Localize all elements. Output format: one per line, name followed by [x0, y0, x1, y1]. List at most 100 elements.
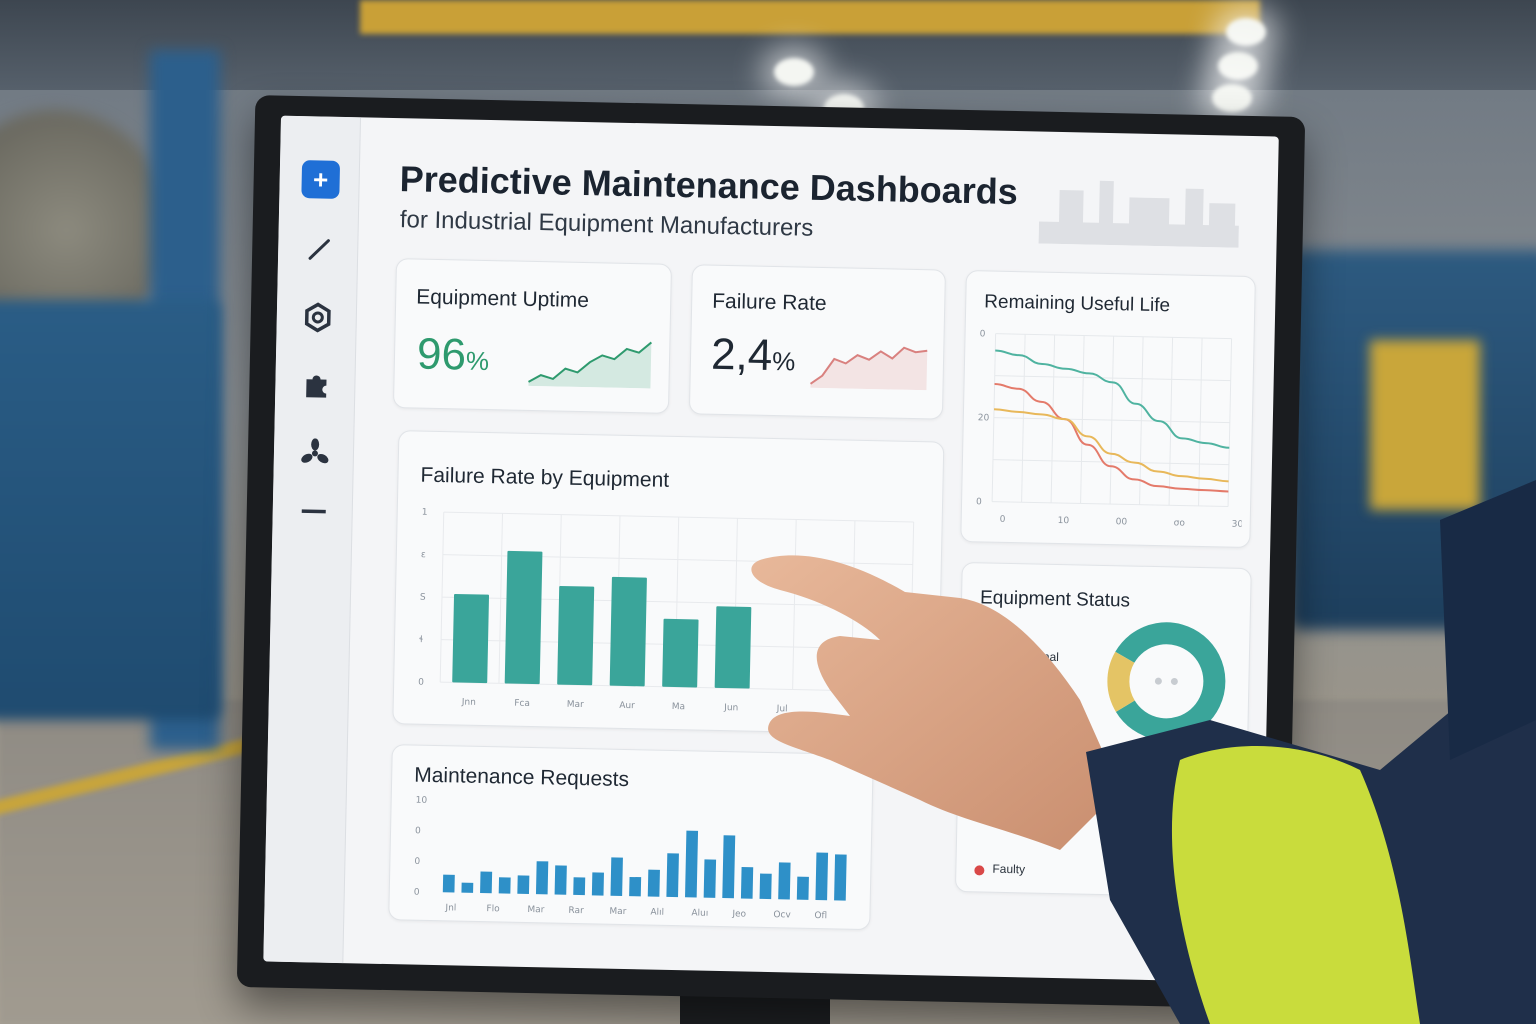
maint-y-tick: 10: [416, 796, 428, 806]
donut-center-dot: [1154, 677, 1162, 685]
puzzle-icon[interactable]: [297, 366, 336, 405]
maint-bar: [647, 869, 660, 897]
maint-bar: [517, 875, 530, 895]
maint-bar: [591, 872, 604, 896]
uptime-value: 96%: [417, 330, 490, 381]
maint-x-tick: Flo: [486, 904, 500, 914]
eq-y-tick: 0: [418, 678, 424, 688]
eq-x-tick: Ma: [672, 702, 685, 712]
eq-bar: [452, 593, 490, 684]
rul-x-tick: 00: [1116, 517, 1128, 527]
maint-bar: [778, 862, 791, 900]
maint-x-tick: Rar: [568, 906, 584, 916]
failure-rate-card-title: Failure Rate: [711, 289, 827, 316]
failure-by-equipment-title: Failure Rate by Equipment: [420, 463, 670, 492]
equipment-status-title: Equipment Status: [979, 587, 1131, 612]
maint-x-tick: Alıl: [650, 908, 664, 918]
eq-x-tick: Jul: [776, 704, 788, 714]
grid-line: [992, 501, 1229, 508]
rul-x-tick: 0: [1000, 515, 1006, 525]
uptime-sparkline: [528, 341, 652, 389]
legend-dot-operational: [978, 651, 989, 662]
eq-bar: [714, 606, 752, 689]
grid-line: [443, 511, 914, 523]
legend-dot-ring: [978, 679, 989, 690]
eq-bar: [662, 618, 699, 688]
ceiling-lamp: [1212, 84, 1252, 112]
maint-bar: [535, 861, 549, 895]
maintenance-requests-title: Maintenance Requests: [414, 763, 630, 792]
maint-y-tick: 0: [414, 857, 420, 867]
maint-x-tick: Mar: [527, 905, 544, 915]
maintenance-requests-card[interactable]: Maintenance Requests 0 0 0 10 Jnl Flo Mar Rar Ma…: [388, 744, 874, 931]
failure-rate-card[interactable]: Failure Rate 2,4%: [688, 264, 946, 420]
maint-bar: [834, 854, 847, 901]
plus-icon[interactable]: +: [301, 160, 341, 199]
grid-line: [994, 375, 1231, 382]
maint-bar: [815, 852, 829, 901]
eq-x-tick: Jnn: [461, 698, 476, 708]
uptime-card[interactable]: Equipment Uptime 96%: [392, 258, 673, 414]
maint-bar: [703, 859, 717, 898]
maint-bar: [480, 871, 493, 894]
maint-bar: [685, 830, 699, 898]
eq-y-tick: ɛ: [421, 550, 426, 560]
monitor: + Predictive Maintenance Dashboards for …: [236, 95, 1306, 1009]
sparkline-line: [809, 346, 928, 385]
page-title: Predictive Maintenance Dashboards: [399, 158, 1019, 213]
donut-slice: [1115, 622, 1226, 741]
ceiling-lamp: [1218, 52, 1258, 80]
legend-label-operational: Operational: [996, 648, 1060, 665]
eq-y-tick: ɬ: [419, 635, 424, 645]
eq-x-tick: Jun: [723, 703, 738, 713]
maint-bar: [573, 877, 586, 896]
dashboard-screen: + Predictive Maintenance Dashboards for …: [263, 115, 1279, 983]
eq-bar: [609, 576, 647, 687]
sparkline-area: [528, 342, 652, 389]
legend-label-ring: ring: [996, 676, 1017, 692]
pencil-icon[interactable]: [300, 230, 339, 269]
maint-bar: [759, 873, 772, 900]
rul-series-line: [994, 383, 1229, 493]
donut-slice: [1107, 651, 1136, 712]
uptime-number: 96: [416, 329, 467, 380]
failure-by-equipment-chart: 0 ɬ Sɛ 1 Jnn Fca Mar Aur Ma Jun Jul: [418, 508, 915, 714]
maint-bar: [461, 882, 474, 893]
grid-line: [992, 459, 1229, 466]
maint-bar: [498, 877, 511, 894]
maint-x-tick: Mar: [609, 907, 626, 917]
grid-line: [993, 417, 1230, 424]
grid-line: [1227, 338, 1233, 507]
maint-bar: [740, 867, 754, 899]
minus-icon[interactable]: [294, 492, 333, 531]
eq-x-tick: Aur: [619, 701, 635, 711]
sparkline-area: [810, 347, 928, 391]
maint-bar: [442, 874, 455, 893]
fan-icon[interactable]: [296, 434, 335, 473]
ceiling-lamp: [1226, 18, 1266, 46]
uptime-card-title: Equipment Uptime: [416, 285, 590, 313]
page-subtitle: for Industrial Equipment Manufacturers: [399, 206, 814, 242]
equipment-status-card[interactable]: Equipment Status Operational ring Faulty: [954, 561, 1252, 898]
grid-line: [995, 333, 1232, 340]
maint-bar: [666, 853, 679, 898]
failure-rate-sparkline: [809, 346, 928, 391]
maint-bar: [610, 857, 623, 896]
legend-label-faulty: Faulty: [992, 861, 1026, 877]
eq-x-tick: Fca: [514, 699, 530, 709]
rul-card[interactable]: Remaining Useful Life 0 20 0 0 10 00 σo 30: [960, 270, 1256, 549]
rul-card-title: Remaining Useful Life: [984, 291, 1171, 317]
eq-y-tick: S: [420, 593, 426, 603]
failure-rate-value: 2,4%: [711, 330, 796, 382]
machine-left: [0, 300, 220, 720]
factory-illustration: [1038, 180, 1239, 248]
maint-y-tick: 0: [415, 826, 421, 836]
legend-dot-faulty: [974, 865, 985, 876]
ceiling-lamp: [774, 58, 814, 86]
hex-nut-icon[interactable]: [298, 298, 337, 337]
maint-bar: [796, 876, 809, 900]
eq-bar: [557, 585, 595, 686]
rul-series-line: [994, 408, 1229, 483]
